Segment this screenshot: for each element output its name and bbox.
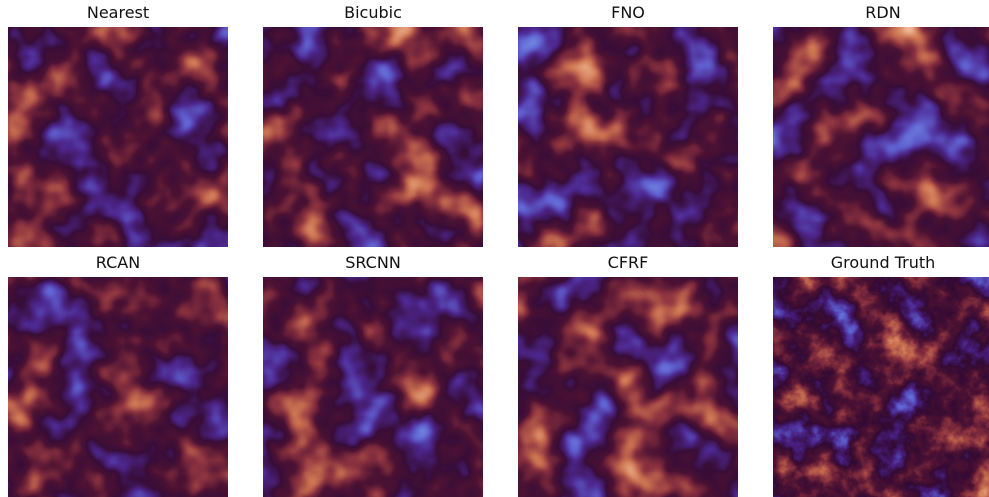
panel-title: Bicubic	[344, 3, 402, 22]
panel-title: Ground Truth	[831, 253, 936, 272]
panel-title: RDN	[865, 3, 900, 22]
panel-title: FNO	[611, 3, 645, 22]
field-image	[263, 277, 483, 497]
panel-title: CFRF	[608, 253, 649, 272]
field-image	[8, 27, 228, 247]
field-image	[263, 27, 483, 247]
field-image	[8, 277, 228, 497]
field-image	[773, 27, 989, 247]
panel-title: RCAN	[96, 253, 140, 272]
field-image	[773, 277, 989, 497]
panel-grid: Nearest Bicubic FNO RDN RCAN SRCNN CFRF Ground …	[8, 3, 989, 497]
field-image	[518, 27, 738, 247]
panel-title: Nearest	[87, 3, 149, 22]
panel-title: SRCNN	[345, 253, 401, 272]
field-image	[518, 277, 738, 497]
